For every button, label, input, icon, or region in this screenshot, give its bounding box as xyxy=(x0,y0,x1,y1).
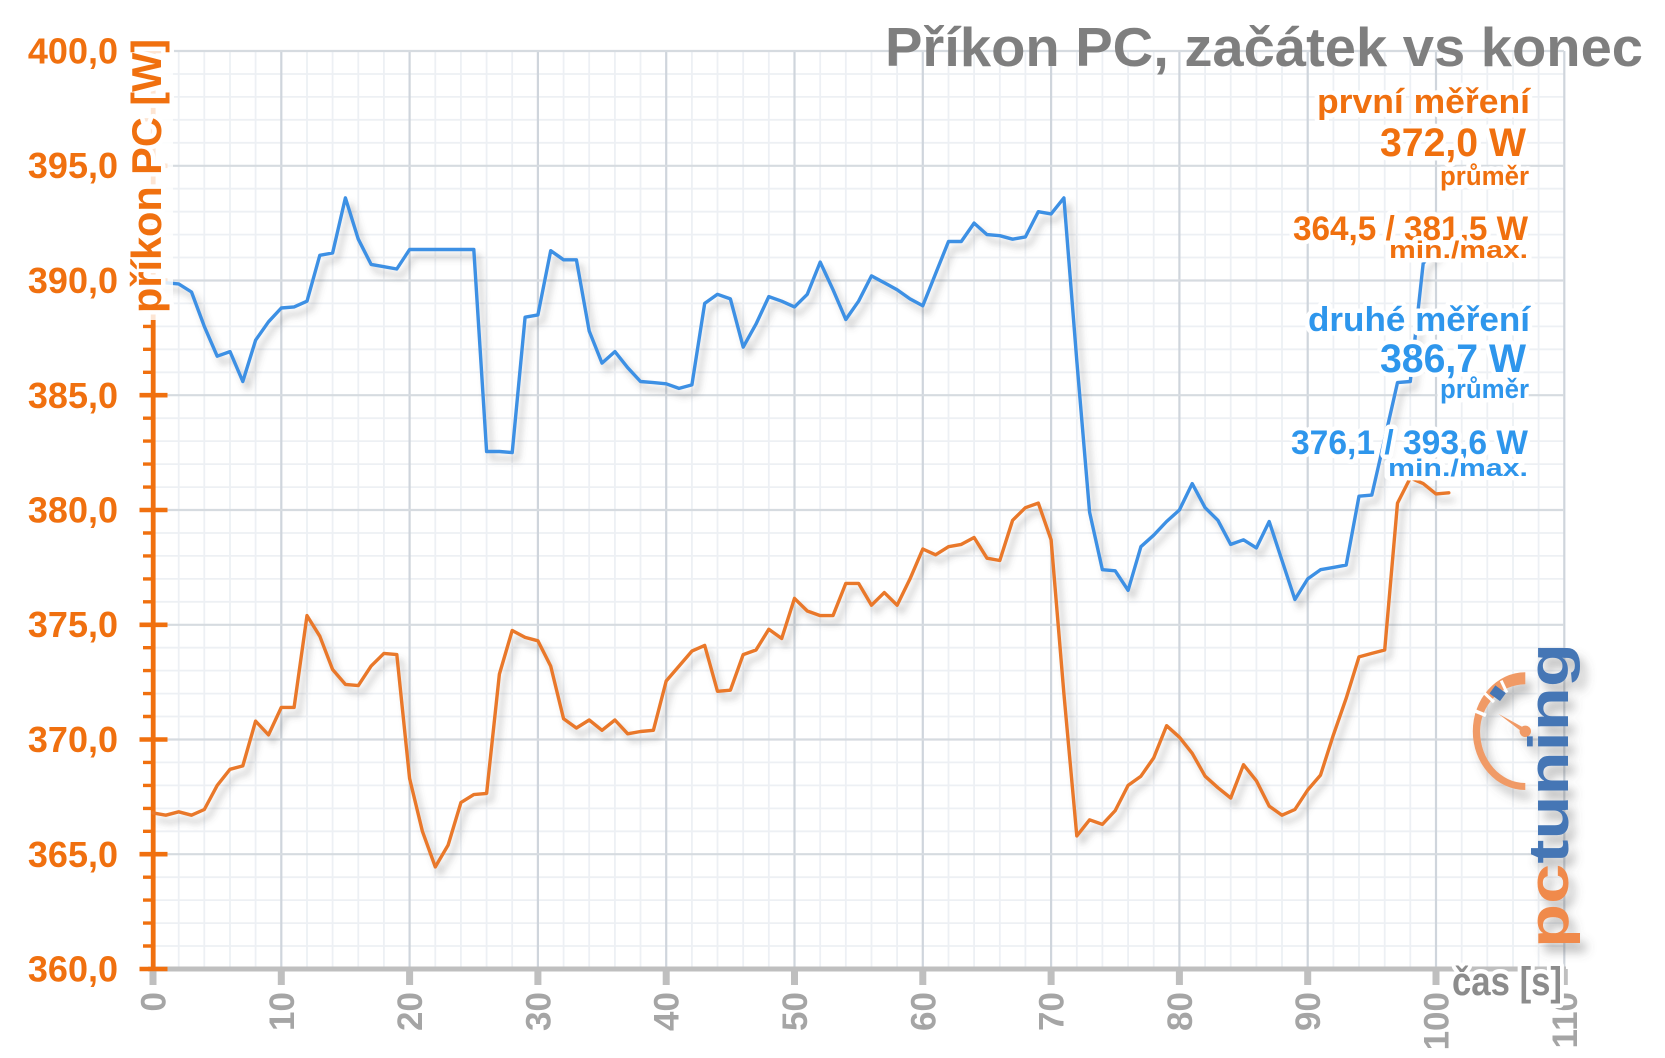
svg-text:pctuning: pctuning xyxy=(1517,643,1581,948)
svg-text:druhé měření: druhé měření xyxy=(1308,301,1532,339)
svg-text:čas [s]: čas [s] xyxy=(1452,960,1562,1004)
svg-text:364,5 / 381,5 W: 364,5 / 381,5 W xyxy=(1293,210,1529,248)
svg-text:390,0: 390,0 xyxy=(28,260,118,301)
svg-text:10: 10 xyxy=(263,992,302,1031)
svg-text:395,0: 395,0 xyxy=(28,145,118,186)
svg-text:110: 110 xyxy=(1546,992,1585,1048)
svg-text:průměr: průměr xyxy=(1440,161,1529,191)
svg-text:380,0: 380,0 xyxy=(28,490,118,531)
svg-text:min./max.: min./max. xyxy=(1389,237,1528,264)
svg-text:90: 90 xyxy=(1289,992,1328,1031)
svg-text:80: 80 xyxy=(1161,992,1200,1031)
svg-text:Příkon PC, začátek vs konec: Příkon PC, začátek vs konec xyxy=(885,16,1643,78)
svg-text:370,0: 370,0 xyxy=(28,719,118,760)
svg-text:365,0: 365,0 xyxy=(28,834,118,875)
svg-text:příkon PC [W]: příkon PC [W] xyxy=(123,39,170,313)
svg-text:min./max.: min./max. xyxy=(1388,455,1528,482)
svg-text:50: 50 xyxy=(776,992,815,1031)
svg-text:375,0: 375,0 xyxy=(28,604,118,645)
svg-text:průměr: průměr xyxy=(1440,374,1529,404)
svg-text:100: 100 xyxy=(1418,992,1457,1050)
svg-text:385,0: 385,0 xyxy=(28,375,118,416)
svg-text:360,0: 360,0 xyxy=(28,949,118,990)
svg-text:60: 60 xyxy=(904,992,943,1031)
svg-text:20: 20 xyxy=(391,992,430,1031)
svg-text:70: 70 xyxy=(1033,992,1072,1031)
svg-text:372,0 W: 372,0 W xyxy=(1380,121,1526,165)
svg-text:40: 40 xyxy=(648,992,687,1031)
svg-text:376,1 / 393,6 W: 376,1 / 393,6 W xyxy=(1291,424,1529,462)
svg-text:0: 0 xyxy=(135,992,174,1011)
svg-text:400,0: 400,0 xyxy=(28,31,118,72)
svg-text:první měření: první měření xyxy=(1317,83,1532,121)
svg-text:386,7 W: 386,7 W xyxy=(1380,337,1526,381)
svg-text:30: 30 xyxy=(519,992,558,1031)
